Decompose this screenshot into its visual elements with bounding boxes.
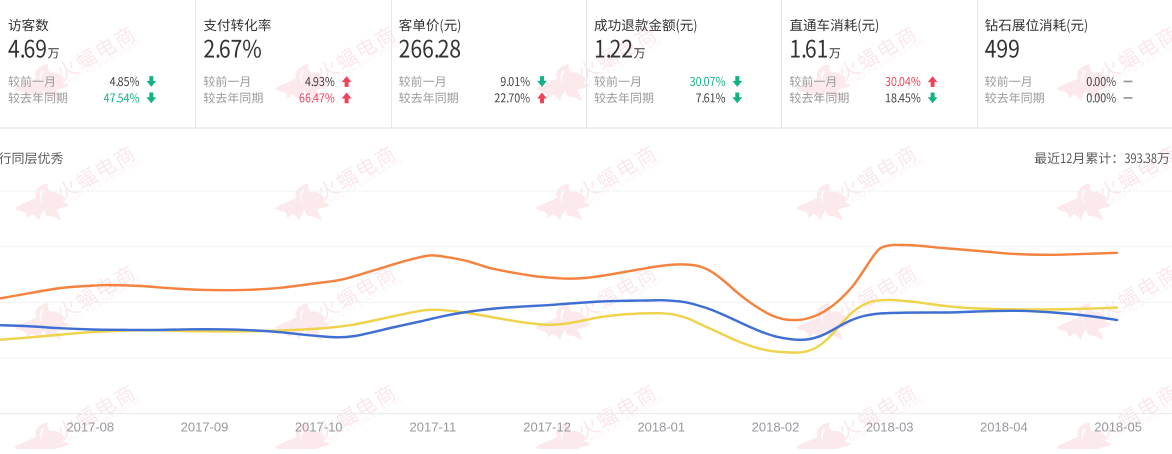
svg-text:2018-02: 2018-02 xyxy=(752,420,800,435)
svg-text:2018-03: 2018-03 xyxy=(866,420,914,435)
svg-text:2018-01: 2018-01 xyxy=(637,420,685,435)
svg-text:2018-04: 2018-04 xyxy=(980,420,1028,435)
svg-text:2017-12: 2017-12 xyxy=(523,420,571,435)
svg-text:2017-08: 2017-08 xyxy=(66,420,114,435)
svg-text:2017-11: 2017-11 xyxy=(410,420,457,435)
svg-text:2018-05: 2018-05 xyxy=(1094,420,1142,435)
svg-text:2017-10: 2017-10 xyxy=(295,420,343,435)
svg-text:2017-09: 2017-09 xyxy=(181,420,229,435)
